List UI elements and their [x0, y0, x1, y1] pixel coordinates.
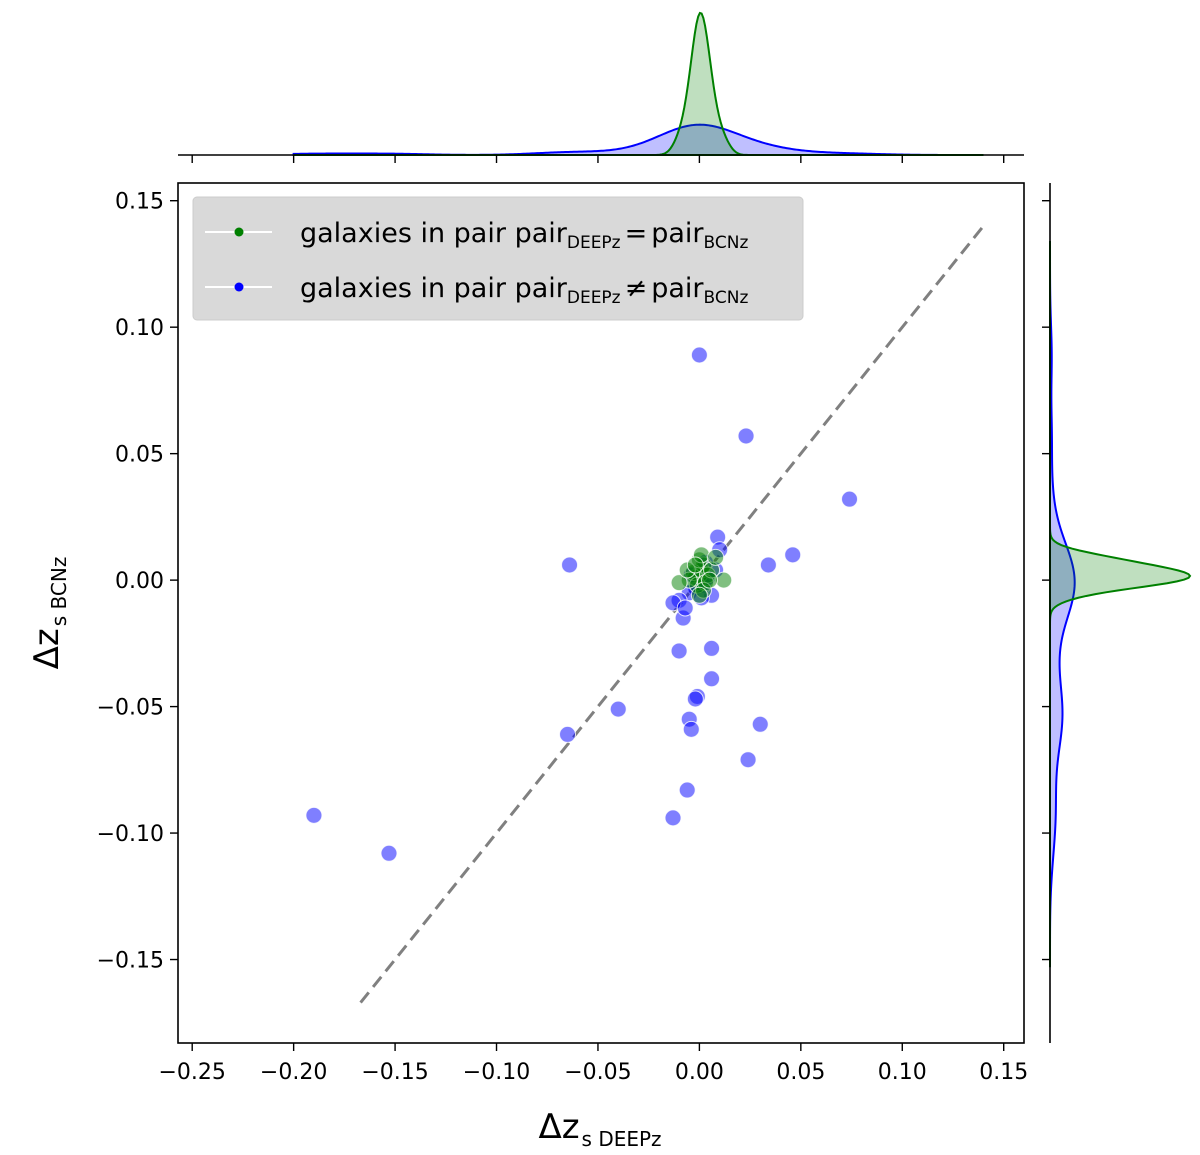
point-unequal-pair — [664, 809, 682, 827]
point-equal-pair — [670, 574, 688, 592]
point-equal-pair — [707, 548, 725, 566]
y-axis-label: Δzs BCNz — [27, 557, 71, 670]
top-kde-unequal — [292, 123, 984, 156]
x-tick-label: −0.25 — [158, 1060, 225, 1085]
top-kde-equal — [293, 11, 984, 156]
x-tick-label: −0.10 — [463, 1060, 530, 1085]
point-equal-pair — [690, 586, 708, 604]
x-tick-label: 0.05 — [776, 1060, 825, 1085]
y-axis-label-subscript: s BCNz — [47, 557, 71, 627]
y-tick-label: 0.00 — [115, 569, 164, 594]
y-tick-label: 0.15 — [115, 190, 164, 215]
legend-box — [192, 196, 804, 321]
point-equal-pair — [715, 571, 733, 589]
point-unequal-pair — [841, 490, 859, 508]
y-tick-label: 0.10 — [115, 316, 164, 341]
x-tick-label: 0.00 — [675, 1060, 724, 1085]
point-unequal-pair — [609, 700, 627, 718]
x-axis-label-main: Δz — [538, 1107, 579, 1147]
point-unequal-pair — [739, 751, 757, 769]
legend-entry-notequal: galaxies in pair pairDEEPz ≠ pairBCNz — [205, 273, 748, 308]
point-unequal-pair — [759, 556, 777, 574]
y-axis-ticks: −0.15 −0.10 −0.05 0.00 0.05 0.10 0.15 — [97, 190, 178, 974]
legend-entry-equal: galaxies in pair pairDEEPz = pairBCNz — [205, 218, 748, 253]
y-tick-label: 0.05 — [115, 443, 164, 468]
top-marginal-ticks — [191, 155, 1005, 163]
point-unequal-pair — [686, 690, 704, 708]
y-axis-label-main: Δz — [27, 628, 67, 669]
x-axis-ticks: −0.25 −0.20 −0.15 −0.10 −0.05 0.00 0.05 0.10 0.1… — [158, 1043, 1028, 1085]
top-marginal-kde — [178, 11, 1024, 163]
right-marginal-kde — [1042, 183, 1192, 1043]
point-unequal-pair — [676, 599, 694, 617]
point-unequal-pair — [751, 715, 769, 733]
point-unequal-pair — [682, 720, 700, 738]
x-tick-label: −0.05 — [564, 1060, 631, 1085]
x-axis-label-subscript: s DEEPz — [582, 1127, 662, 1151]
x-tick-label: 0.10 — [878, 1060, 927, 1085]
point-unequal-pair — [703, 670, 721, 688]
right-kde-unequal — [1049, 241, 1076, 968]
scatter-points-layer — [305, 346, 859, 862]
point-unequal-pair — [380, 844, 398, 862]
legend: galaxies in pair pairDEEPz = pairBCNz gala… — [192, 196, 804, 321]
y-tick-label: −0.10 — [97, 822, 164, 847]
plot-area-frame — [177, 182, 1025, 1044]
x-tick-label: 0.15 — [979, 1060, 1028, 1085]
y-tick-label: −0.15 — [97, 949, 164, 974]
right-kde-fills — [1049, 241, 1192, 968]
point-unequal-pair — [559, 725, 577, 743]
point-equal-pair — [701, 571, 719, 589]
legend-marker-equal — [234, 227, 244, 237]
right-marginal-ticks — [1042, 200, 1050, 961]
point-unequal-pair — [678, 781, 696, 799]
point-unequal-pair — [561, 556, 579, 574]
legend-label-equal: galaxies in pair pairDEEPz = pairBCNz — [300, 218, 748, 253]
point-unequal-pair — [690, 346, 708, 364]
point-unequal-pair — [737, 427, 755, 445]
point-unequal-pair — [703, 639, 721, 657]
point-unequal-pair — [670, 642, 688, 660]
y-tick-label: −0.05 — [97, 696, 164, 721]
point-unequal-pair — [305, 806, 323, 824]
legend-marker-notequal — [234, 282, 244, 292]
identity-reference-line — [359, 225, 985, 1004]
point-equal-pair — [686, 556, 704, 574]
x-tick-label: −0.15 — [361, 1060, 428, 1085]
x-tick-label: −0.20 — [260, 1060, 327, 1085]
top-kde-fills — [292, 11, 984, 156]
main-scatter-axes: −0.25 −0.20 −0.15 −0.10 −0.05 0.00 0.05 0.10 0.1… — [97, 182, 1028, 1085]
reference-line-layer — [359, 225, 985, 1004]
point-unequal-pair — [784, 546, 802, 564]
legend-label-notequal: galaxies in pair pairDEEPz ≠ pairBCNz — [300, 273, 748, 308]
x-axis-label: Δz s DEEPz — [538, 1107, 661, 1151]
